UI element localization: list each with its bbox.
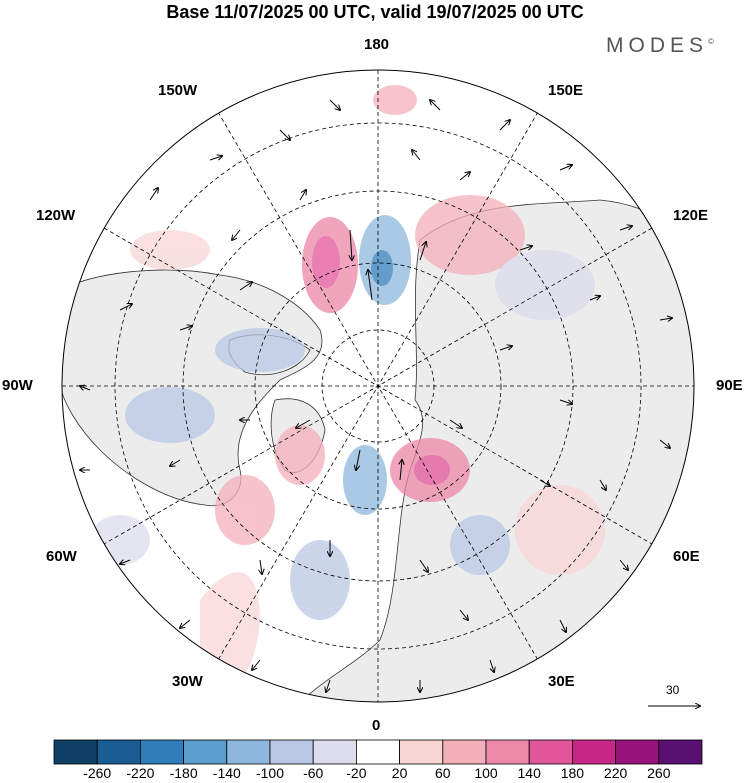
anomaly-negative-mediterranean — [450, 515, 510, 575]
meridian-label-120w: 120W — [36, 207, 76, 224]
colorbar-swatch — [96, 739, 141, 765]
colorbar-tick-label: 220 — [603, 765, 628, 781]
meridian-label-120e: 120E — [673, 207, 709, 224]
landmass-eurasia — [289, 199, 694, 702]
anomaly-shading-layer — [90, 85, 605, 693]
colorbar-tick-label: -220 — [126, 765, 155, 781]
meridian-label-0: 0 — [372, 717, 381, 734]
colorbar-swatch — [442, 739, 487, 765]
anomaly-positive-alaska — [130, 230, 210, 270]
anomaly-positive-atlantic — [275, 425, 325, 485]
colorbar-swatch — [399, 739, 444, 765]
colorbar-tick-label: -100 — [255, 765, 285, 781]
meridian-line — [103, 227, 653, 545]
colorbar-tick-label: -180 — [169, 765, 198, 781]
colorbar-swatch — [226, 739, 271, 765]
colorbar-tick-label: -140 — [212, 765, 241, 781]
colorbar-tick-label: -60 — [303, 765, 324, 781]
anomaly-positive-kamchatka — [373, 85, 417, 115]
meridian-label-180: 180 — [364, 36, 390, 53]
colorbar-tick-label: -260 — [83, 765, 112, 781]
meridian-label-90e: 90E — [716, 377, 743, 394]
meridian-label-30e: 30E — [548, 673, 575, 690]
meridian-label-60e: 60E — [673, 548, 700, 565]
meridian-label-150w: 150W — [158, 82, 198, 99]
anomaly-positive-central-asia — [515, 485, 605, 575]
brand-name: MODES — [606, 34, 709, 57]
colorbar-tick-label: 140 — [517, 765, 541, 781]
colorbar-swatch — [572, 739, 617, 765]
colorbar-swatch — [269, 739, 314, 765]
meridian-label-30w: 30W — [172, 673, 203, 690]
colorbar-swatch — [139, 739, 184, 765]
colorbar-tick-label: 60 — [435, 765, 451, 781]
colorbar-tick-label: -20 — [346, 765, 367, 781]
colorbar — [53, 739, 703, 765]
colorbar-swatch — [183, 739, 228, 765]
colorbar-swatch — [528, 739, 573, 765]
anomaly-negative-north-atlantic — [290, 540, 350, 620]
colorbar-swatch — [485, 739, 530, 765]
anomaly-negative-north-america — [125, 387, 215, 443]
anomaly-positive-west-atlantic — [215, 475, 275, 545]
meridian-label-90w: 90W — [2, 377, 33, 394]
brand-mark: © — [708, 37, 714, 46]
colorbar-tick-label: 260 — [647, 765, 671, 781]
colorbar-swatch — [53, 739, 98, 765]
map-title: Base 11/07/2025 00 UTC, valid 19/07/2025… — [166, 2, 584, 22]
anomaly-negative-atlantic — [343, 445, 387, 515]
modes-logo: MODES© — [606, 34, 714, 58]
map-boundary — [61, 69, 695, 703]
wind-vectors — [80, 100, 672, 692]
colorbar-tick-label: 20 — [391, 765, 408, 781]
colorbar-tick-label: 180 — [560, 765, 585, 781]
colorbar-swatch — [615, 739, 660, 765]
latitude-circle — [114, 122, 642, 650]
reference-vector-value: 30 — [666, 683, 680, 697]
graticule — [62, 70, 694, 702]
colorbar-swatch — [658, 739, 703, 765]
meridian-label-60w: 60W — [46, 548, 77, 565]
anomaly-positive-pacific-core — [312, 236, 340, 288]
meridian-label-150e: 150E — [548, 82, 584, 99]
anomaly-positive-europe-core — [414, 455, 450, 485]
colorbar-tick-label: 100 — [474, 765, 498, 781]
colorbar-swatch — [312, 739, 357, 765]
anomaly-positive-siberia — [415, 195, 525, 275]
colorbar-swatch — [355, 739, 400, 765]
anomaly-negative-central-asia — [495, 250, 595, 320]
anomaly-negative-pacific-core — [371, 250, 393, 286]
